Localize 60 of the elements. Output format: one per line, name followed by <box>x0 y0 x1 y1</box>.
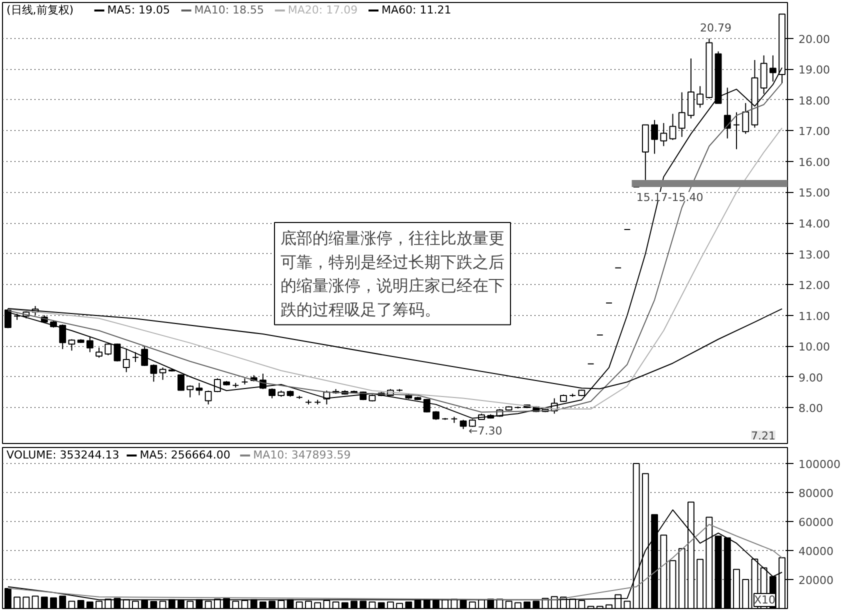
candlestick <box>178 374 184 392</box>
candlestick <box>678 92 686 138</box>
annotation: X10 <box>754 594 776 606</box>
y-tick-label: 20.00 <box>798 32 830 46</box>
y-tick-label: 9.00 <box>798 371 823 384</box>
candlestick <box>86 336 94 353</box>
candlestick <box>204 390 212 405</box>
candlestick <box>150 364 158 382</box>
candlestick <box>96 347 102 358</box>
y-tick-label: 11.00 <box>798 310 830 323</box>
candlestick <box>159 367 166 380</box>
legend-label: MA5: 256664.00 <box>140 448 230 462</box>
candlestick <box>651 119 658 154</box>
candlestick <box>132 352 139 363</box>
y-tick-label: 100000 <box>798 458 840 471</box>
band-label: 15.17-15.40 <box>636 191 704 204</box>
y-tick-label: 20000 <box>798 574 834 587</box>
y-tick-label: 80000 <box>798 486 834 500</box>
chart-title: VOLUME: 353244.13 <box>6 448 120 462</box>
annotation: 7.21 <box>751 430 776 442</box>
candlestick <box>196 382 203 396</box>
candlestick <box>696 86 704 108</box>
candlestick <box>460 419 467 430</box>
candlestick <box>268 388 276 399</box>
y-tick-label: 40000 <box>798 544 834 558</box>
y-tick-label: 13.00 <box>798 248 830 262</box>
candlestick <box>742 102 750 134</box>
legend-label: MA5: 19.05 <box>107 4 170 16</box>
legend-label: MA20: 17.09 <box>288 4 358 16</box>
y-tick-label: 15.00 <box>798 186 830 200</box>
legend-label: MA60: 11.21 <box>382 4 452 16</box>
candlestick <box>122 348 130 373</box>
y-tick-label: 17.00 <box>798 125 830 138</box>
candlestick <box>114 343 121 362</box>
legend-label: MA10: 347893.59 <box>253 448 351 462</box>
candlestick <box>104 343 112 356</box>
legend-label: MA10: 18.55 <box>194 4 264 16</box>
y-tick-label: 16.00 <box>798 156 830 169</box>
candlestick <box>688 58 694 119</box>
y-tick-label: 8.00 <box>798 402 823 416</box>
candlestick <box>660 122 668 147</box>
y-tick-label: 12.00 <box>798 279 830 292</box>
candlestick <box>733 112 740 150</box>
y-tick-label: 60000 <box>798 516 834 529</box>
candlestick <box>141 346 148 366</box>
y-tick-label: 10.00 <box>798 340 830 354</box>
annotation: ←7.30 <box>468 424 502 438</box>
candlestick <box>186 384 194 398</box>
y-tick-label: 14.00 <box>798 218 830 230</box>
y-tick-label: 19.00 <box>798 64 830 77</box>
candlestick <box>423 398 430 413</box>
candlestick <box>724 87 731 139</box>
candlestick <box>68 338 76 352</box>
candlestick <box>669 113 676 140</box>
annotation: 底部的缩量涨停，往往比放量更可靠，特别是经过长期下跌之后的缩量涨停，说明庄家已经在下跌的过程吸足了筹码。 <box>280 228 504 319</box>
candlestick <box>214 378 221 393</box>
annotation: 20.79 <box>700 22 732 34</box>
candlestick <box>59 324 66 350</box>
y-tick-label: 18.00 <box>798 94 830 108</box>
chart-title: (日线,前复权) <box>6 4 74 16</box>
